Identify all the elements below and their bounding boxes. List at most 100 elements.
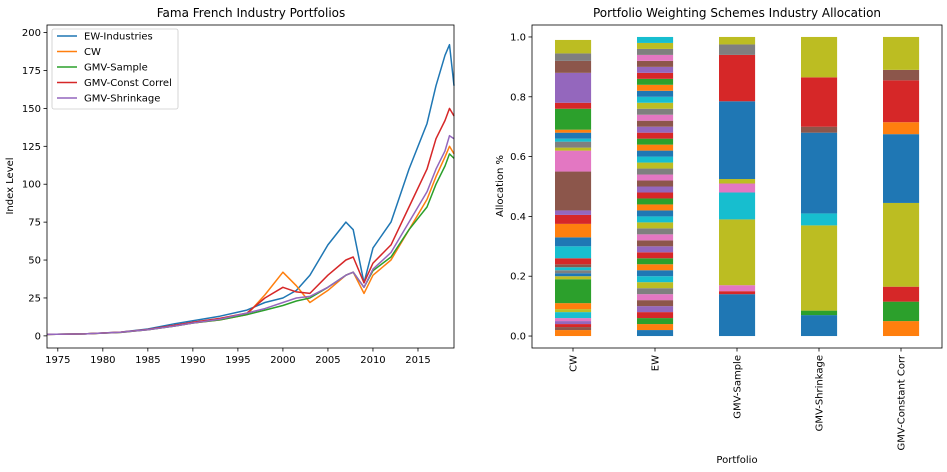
bar-segment — [555, 330, 592, 337]
bar-segment — [719, 101, 756, 180]
x-tick-label: CW — [569, 355, 580, 372]
x-tick-label: 2015 — [405, 355, 430, 366]
bar-segment — [555, 129, 592, 133]
bar-segment — [801, 213, 838, 226]
x-tick-label: 1995 — [225, 355, 250, 366]
legend-label: GMV-Shrinkage — [84, 94, 160, 105]
bar-segment — [637, 330, 674, 337]
legend-label: GMV-Const Correl — [84, 78, 172, 89]
bar-segment — [637, 138, 674, 145]
bar-segment — [637, 282, 674, 289]
stacked-bar-chart: Portfolio Weighting Schemes Industry All… — [495, 6, 943, 466]
line-chart-title: Fama French Industry Portfolios — [157, 6, 346, 20]
series-line — [46, 153, 455, 336]
bar-segment — [883, 286, 920, 302]
bar-segment — [555, 309, 592, 313]
x-tick-label: 1980 — [90, 355, 115, 366]
y-tick-label: 0.4 — [510, 212, 526, 223]
bar-segment — [637, 120, 674, 127]
y-tick-label: 0.6 — [510, 152, 526, 163]
bar-segment — [637, 270, 674, 277]
bar-segment — [637, 264, 674, 271]
y-tick-label: 0.0 — [510, 332, 526, 343]
bar-segment — [883, 301, 920, 322]
bar-segment — [637, 144, 674, 151]
legend-label: EW-Industries — [84, 32, 153, 43]
line-chart-y-axis-label: Index Level — [5, 157, 16, 214]
bar-segment — [637, 96, 674, 103]
bar-segment — [801, 310, 838, 316]
bar-chart-bars — [555, 36, 920, 337]
bar-segment — [555, 223, 592, 238]
bar-segment — [555, 102, 592, 109]
bar-segment — [637, 294, 674, 301]
x-tick-label: 1985 — [135, 355, 160, 366]
bar-segment — [637, 156, 674, 163]
bar-segment — [883, 36, 920, 70]
bar-segment — [637, 258, 674, 265]
bar-segment — [637, 36, 674, 43]
bar-segment — [555, 267, 592, 271]
line-chart-series — [46, 43, 455, 336]
bar-segment — [637, 150, 674, 157]
x-tick-label: 2010 — [360, 355, 385, 366]
bar-segment — [801, 126, 838, 133]
y-tick-label: 150 — [22, 104, 41, 115]
bar-segment — [637, 204, 674, 211]
line-chart-y-ticks: 0 25 50 75 100 125 150 175 200 — [22, 28, 47, 342]
x-tick-label: 1975 — [45, 355, 70, 366]
bar-segment — [719, 44, 756, 55]
bar-segment — [555, 324, 592, 328]
series-line — [46, 107, 455, 336]
bar-segment — [555, 214, 592, 224]
bar-segment — [801, 77, 838, 127]
bar-segment — [555, 147, 592, 151]
bar-segment — [637, 306, 674, 313]
bar-segment — [883, 122, 920, 135]
line-chart: Fama French Industry Portfolios Index Le… — [5, 6, 455, 366]
bar-segment — [555, 237, 592, 247]
line-chart-legend: EW-Industries CW GMV-Sample GMV-Const Corre… — [51, 28, 179, 110]
bar-segment — [637, 60, 674, 67]
bar-segment — [801, 36, 838, 78]
bar-segment — [719, 36, 756, 45]
bar-segment — [637, 312, 674, 319]
bar-segment — [637, 84, 674, 91]
bar-segment — [555, 312, 592, 319]
bar-segment — [637, 66, 674, 73]
x-tick-label: GMV-Sample — [733, 355, 744, 419]
bar-segment — [637, 162, 674, 169]
bar-segment — [719, 285, 756, 292]
x-tick-label: EW — [651, 355, 662, 371]
series-line — [46, 134, 455, 336]
bar-segment — [555, 270, 592, 274]
bar-segment — [719, 192, 756, 220]
bar-segment — [883, 80, 920, 123]
bar-segment — [637, 132, 674, 139]
bar-segment — [555, 39, 592, 54]
bar-segment — [801, 225, 838, 311]
legend-label: CW — [84, 47, 101, 58]
legend-label: GMV-Sample — [84, 63, 148, 74]
bar-segment — [555, 141, 592, 148]
bar-segment — [637, 234, 674, 241]
x-tick-label: GMV-Shrinkage — [815, 355, 826, 431]
bar-segment — [637, 210, 674, 217]
bar-segment — [555, 264, 592, 268]
bar-segment — [883, 321, 920, 337]
bar-segment — [637, 222, 674, 229]
bar-segment — [637, 300, 674, 307]
bar-segment — [637, 288, 674, 295]
bar-segment — [637, 186, 674, 193]
bar-segment — [555, 321, 592, 325]
series-line — [46, 43, 455, 336]
bar-segment — [555, 150, 592, 172]
bar-chart-title: Portfolio Weighting Schemes Industry All… — [593, 6, 881, 20]
bar-segment — [637, 252, 674, 259]
bar-chart-y-ticks: 0.0 0.2 0.4 0.6 0.8 1.0 — [510, 32, 532, 343]
bar-segment — [637, 198, 674, 205]
y-tick-label: 75 — [28, 218, 41, 229]
bar-segment — [555, 279, 592, 304]
bar-segment — [555, 303, 592, 310]
